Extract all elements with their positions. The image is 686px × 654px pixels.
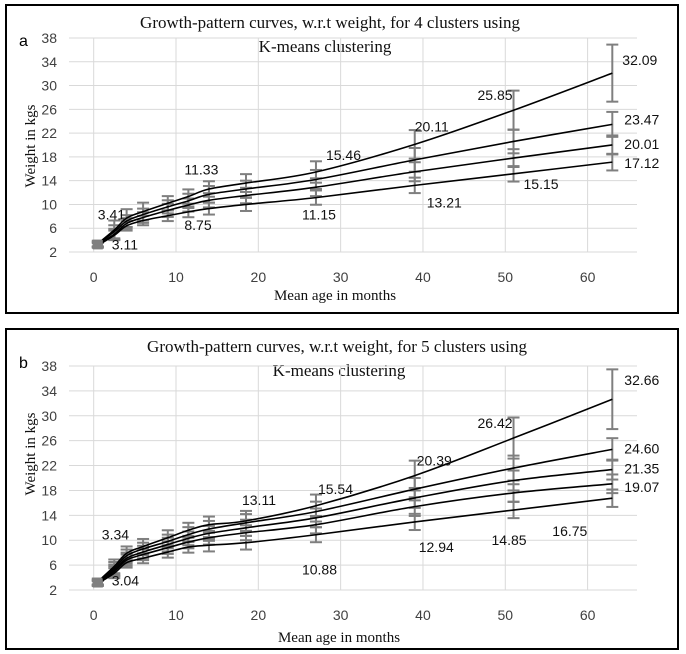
data-label: 23.47: [624, 111, 659, 127]
data-label: 24.60: [624, 440, 659, 456]
data-label: 10.88: [302, 562, 337, 578]
chart-title-line2: K-means clustering: [273, 361, 406, 380]
data-label: 32.66: [624, 372, 659, 388]
data-label: 21.35: [624, 461, 659, 477]
data-label: 25.85: [478, 87, 513, 103]
y-tick-label: 6: [49, 220, 57, 236]
data-label: 15.46: [326, 147, 361, 163]
y-tick-label: 38: [41, 358, 57, 374]
data-label: 32.09: [622, 52, 657, 68]
data-label: 15.54: [318, 481, 353, 497]
x-tick-label: 60: [580, 607, 596, 623]
chart-title-line1: Growth-pattern curves, w.r.t weight, for…: [140, 13, 520, 32]
y-axis-title: Weight in kgs: [23, 104, 39, 187]
y-tick-label: 14: [41, 173, 57, 189]
chart-title-line2: K-means clustering: [259, 37, 392, 56]
data-label: 17.12: [624, 155, 659, 171]
y-tick-label: 22: [41, 458, 57, 474]
data-label: 3.41: [98, 207, 125, 223]
y-tick-label: 22: [41, 125, 57, 141]
y-tick-label: 10: [41, 196, 57, 212]
data-label: 3.34: [102, 527, 129, 543]
chart-panel-a: a Growth-pattern curves, w.r.t weight, f…: [5, 4, 679, 314]
data-label: 8.75: [184, 217, 211, 233]
x-tick-label: 40: [415, 269, 431, 285]
data-label: 15.15: [524, 176, 559, 192]
panel-label: a: [19, 33, 28, 50]
y-tick-label: 30: [41, 408, 57, 424]
data-label: 12.94: [419, 539, 454, 555]
data-label: 19.07: [624, 479, 659, 495]
x-tick-label: 40: [415, 607, 431, 623]
x-tick-label: 30: [333, 607, 349, 623]
y-tick-label: 34: [41, 383, 57, 399]
series-line-4: [97, 161, 613, 247]
chart-panel-b: b Growth-pattern curves, w.r.t weight, f…: [5, 328, 679, 650]
y-tick-label: 2: [49, 244, 57, 260]
data-label: 20.11: [415, 118, 449, 134]
series-line-5: [97, 497, 613, 585]
series-line-3: [97, 468, 613, 584]
data-label: 3.04: [112, 573, 139, 589]
start-marker: [92, 579, 103, 588]
x-tick-label: 10: [168, 607, 184, 623]
data-label: 13.11: [242, 492, 276, 508]
data-label: 13.21: [427, 194, 462, 210]
chart-b-svg: b Growth-pattern curves, w.r.t weight, f…: [19, 337, 660, 646]
series-line-2: [97, 448, 613, 583]
data-label: 11.33: [184, 162, 218, 178]
x-tick-label: 0: [90, 269, 98, 285]
y-tick-label: 34: [41, 54, 57, 70]
x-tick-label: 30: [333, 269, 349, 285]
x-axis-title: Mean age in months: [278, 630, 400, 646]
x-tick-label: 10: [168, 269, 184, 285]
start-marker: [92, 241, 103, 250]
y-tick-label: 2: [49, 582, 57, 598]
x-axis-title: Mean age in months: [274, 288, 396, 304]
y-tick-label: 10: [41, 532, 57, 548]
series-line-4: [97, 482, 613, 584]
panel-label: b: [19, 355, 28, 372]
data-label: 20.01: [624, 136, 659, 152]
series-line-3: [97, 144, 613, 246]
y-tick-label: 26: [41, 433, 57, 449]
y-tick-label: 6: [49, 557, 57, 573]
x-tick-label: 60: [580, 269, 596, 285]
x-tick-label: 0: [90, 607, 98, 623]
data-label: 20.39: [417, 453, 452, 469]
y-tick-label: 18: [41, 482, 57, 498]
x-tick-label: 20: [251, 269, 267, 285]
x-tick-label: 50: [498, 269, 514, 285]
y-tick-label: 30: [41, 78, 57, 94]
data-label: 3.11: [112, 236, 138, 252]
x-tick-label: 20: [251, 607, 267, 623]
y-tick-label: 38: [41, 30, 57, 46]
chart-a-svg: a Growth-pattern curves, w.r.t weight, f…: [19, 13, 660, 304]
series-line-1: [97, 398, 613, 583]
data-label: 26.42: [478, 415, 513, 431]
data-label: 14.85: [492, 532, 527, 548]
x-tick-label: 50: [498, 607, 514, 623]
y-axis-title: Weight in kgs: [23, 412, 39, 495]
data-label: 16.75: [552, 523, 587, 539]
chart-title-line1: Growth-pattern curves, w.r.t weight, for…: [147, 337, 527, 356]
y-tick-label: 26: [41, 101, 57, 117]
series-line-1: [97, 72, 613, 245]
y-tick-label: 14: [41, 507, 57, 523]
series-line-2: [97, 123, 613, 245]
data-label: 11.15: [302, 207, 336, 223]
y-tick-label: 18: [41, 149, 57, 165]
